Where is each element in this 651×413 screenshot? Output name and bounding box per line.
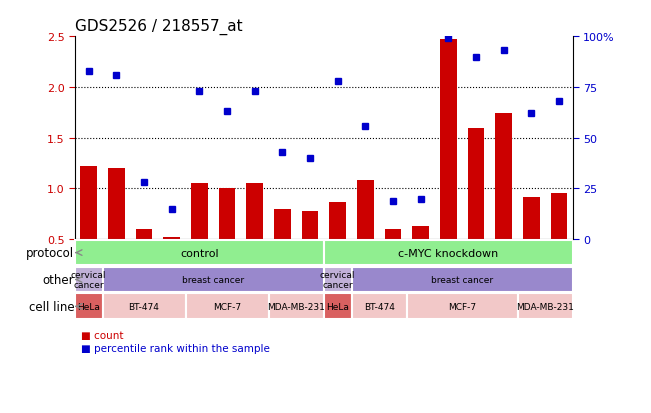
Text: c-MYC knockdown: c-MYC knockdown [398,248,499,258]
Text: cell line: cell line [29,300,74,313]
Bar [274,209,290,290]
Bar [551,194,567,290]
Text: ■ percentile rank within the sample: ■ percentile rank within the sample [81,343,270,353]
Bar [324,240,573,266]
Bar [495,114,512,290]
Bar [103,267,324,293]
Text: BT-474: BT-474 [364,302,395,311]
Text: MDA-MB-231: MDA-MB-231 [516,302,574,311]
Text: MDA-MB-231: MDA-MB-231 [268,302,325,311]
Bar [324,294,352,320]
Bar [81,167,97,290]
Bar [329,202,346,290]
Bar [440,40,457,290]
Bar [219,189,235,290]
Text: BT-474: BT-474 [129,302,159,311]
Bar [467,128,484,290]
Text: cervical
cancer: cervical cancer [71,270,107,290]
Bar [352,294,407,320]
Text: ■ count: ■ count [81,330,124,340]
Bar [301,211,318,290]
Bar [268,294,324,320]
Bar [352,267,573,293]
Bar [357,181,374,290]
Bar [191,184,208,290]
Bar [108,169,125,290]
Text: HeLa: HeLa [77,302,100,311]
Bar [75,240,324,266]
Bar [163,237,180,290]
Bar [407,294,518,320]
Text: cervical
cancer: cervical cancer [320,270,355,290]
Bar [413,226,429,290]
Bar [518,294,573,320]
Bar [324,267,352,293]
Text: control: control [180,248,219,258]
Text: MCF-7: MCF-7 [213,302,241,311]
Text: MCF-7: MCF-7 [448,302,477,311]
Text: other: other [43,273,74,286]
Text: protocol: protocol [26,247,74,259]
Bar [103,294,186,320]
Text: breast cancer: breast cancer [182,275,244,284]
Bar [186,294,269,320]
Text: GDS2526 / 218557_at: GDS2526 / 218557_at [75,18,242,34]
Bar [523,197,540,290]
Bar [75,294,103,320]
Text: HeLa: HeLa [326,302,349,311]
Bar [246,184,263,290]
Text: breast cancer: breast cancer [431,275,493,284]
Bar [135,230,152,290]
Bar [385,230,401,290]
Bar [75,267,103,293]
